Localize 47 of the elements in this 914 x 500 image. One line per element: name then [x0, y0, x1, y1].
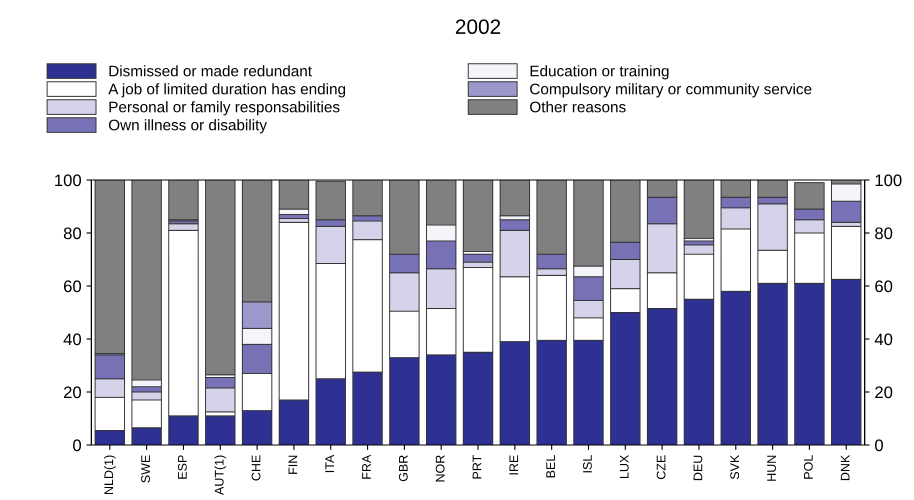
- x-tick-label: FIN: [288, 456, 298, 474]
- y-tick-label: 20: [64, 386, 82, 398]
- chart-title: 2002: [456, 19, 500, 34]
- y2-tick-label: 60: [875, 280, 892, 292]
- x-tick-label: NLD(1): [104, 455, 116, 494]
- x-tick-label: DEU: [694, 456, 702, 480]
- x-tick-label: FRA: [362, 454, 371, 479]
- x-tick-label: POL: [804, 455, 813, 479]
- x-tick-label: ISL: [582, 455, 592, 472]
- bar: [462, 180, 494, 252]
- x-tick-label: CZE: [656, 455, 666, 480]
- x-tick-label: SWE: [141, 455, 150, 483]
- bar: [168, 180, 199, 220]
- x-tick-label: PRT: [472, 455, 482, 478]
- y2-tick-label: 0: [875, 439, 883, 452]
- y2-tick-label: 20: [875, 386, 892, 398]
- x-tick-label: LUX: [620, 454, 629, 478]
- legend-label: Education or training: [530, 65, 669, 80]
- legend-label: Personal or family responsabilities: [109, 101, 340, 116]
- bar: [205, 415, 236, 445]
- x-tick-label: IRE: [509, 455, 518, 474]
- bar: [500, 180, 530, 216]
- x-tick-label: AUT(1): [214, 455, 226, 495]
- bar: [205, 180, 236, 376]
- x-tick-label: SVK: [730, 454, 740, 480]
- x-tick-label: ITA: [325, 454, 334, 472]
- y-tick-label: 100: [55, 174, 82, 186]
- legend-label: Compulsory military or community service: [530, 83, 812, 98]
- y-tick-label: 0: [73, 439, 82, 452]
- x-tick-label: ESP: [178, 455, 187, 479]
- x-tick-label: BEL: [546, 455, 555, 478]
- bar: [684, 180, 714, 239]
- y-tick-label: 80: [64, 227, 82, 240]
- y-tick-label: 60: [64, 280, 82, 292]
- x-tick-label: HUN: [767, 456, 776, 481]
- y2-tick-label: 40: [874, 333, 892, 346]
- legend-label: Dismissed or made redundant: [109, 65, 312, 76]
- x-tick-label: NOR: [436, 455, 445, 482]
- legend-label: Other reasons: [530, 101, 626, 112]
- x-tick-label: CHE: [252, 455, 260, 480]
- legend-label: Own illness or disability: [108, 119, 267, 134]
- x-tick-label: DNK: [840, 454, 850, 480]
- y2-tick-label: 100: [876, 174, 902, 186]
- legend-label: A job of limited duration has ending: [108, 83, 346, 98]
- y2-tick-label: 80: [875, 227, 892, 240]
- y-tick-label: 40: [64, 333, 82, 346]
- x-tick-label: GBR: [398, 455, 408, 482]
